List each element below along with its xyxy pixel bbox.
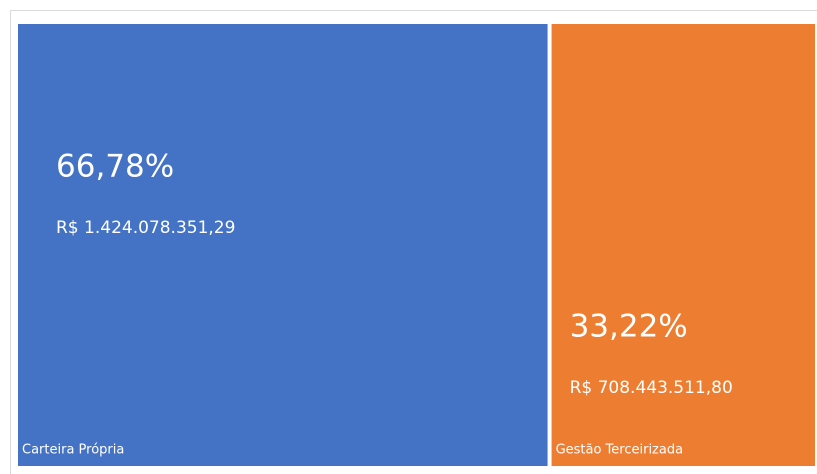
category-label: Gestão Terceirizada (556, 443, 684, 458)
percent-label: 66,78% (56, 149, 174, 185)
treemap-tile (18, 24, 548, 466)
treemap-tile (551, 24, 815, 466)
percent-label: 33,22% (570, 309, 688, 345)
amount-label: R$ 708.443.511,80 (570, 378, 733, 398)
amount-label: R$ 1.424.078.351,29 (56, 218, 235, 238)
category-label: Carteira Própria (22, 443, 124, 458)
